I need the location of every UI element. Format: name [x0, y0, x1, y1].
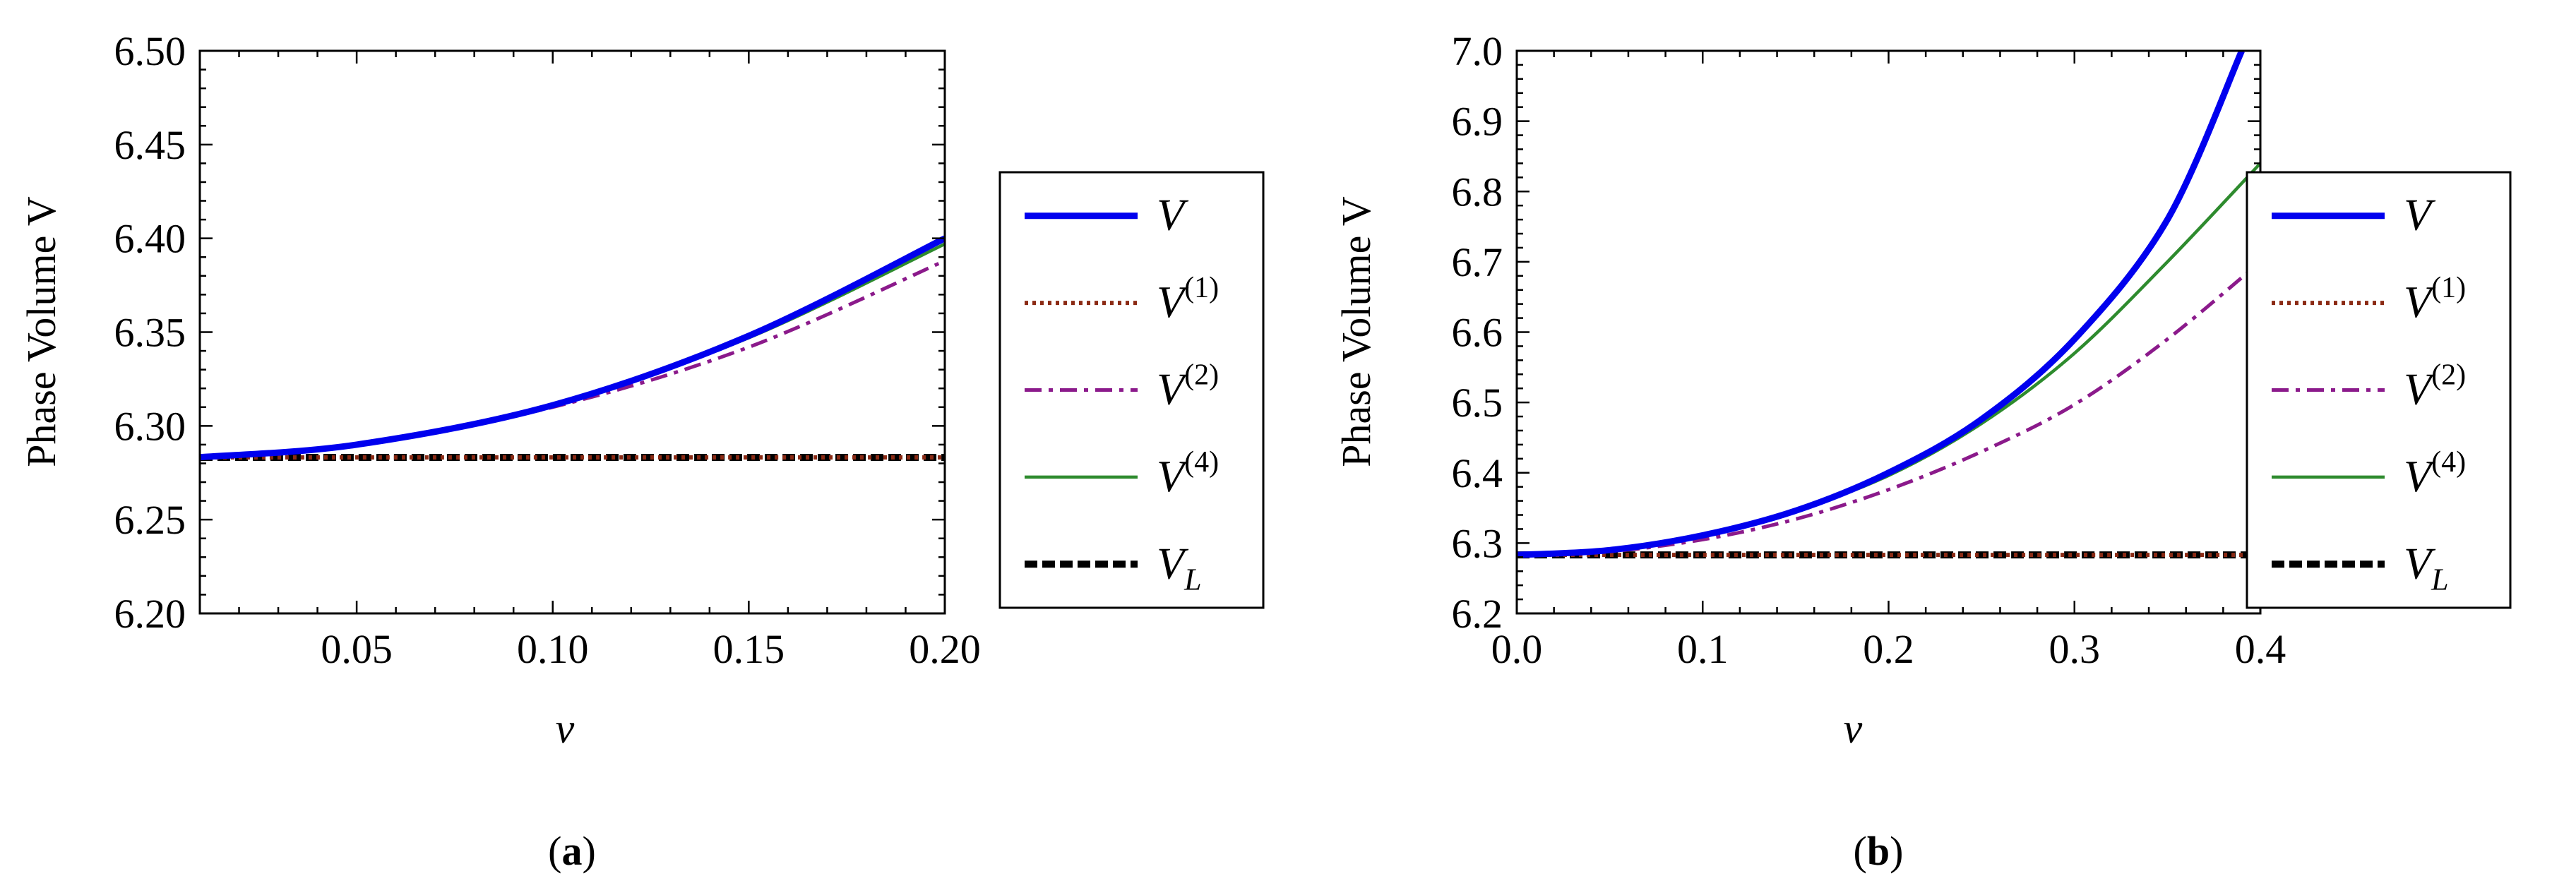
legend-label-V2: V(2) — [1157, 359, 1219, 414]
chart-panel-a: 0.05 0.10 0.15 0.20 6.20 6.25 6.30 6.35 6.40 6.45… — [18, 28, 1265, 874]
y-tick-label: 6.50 — [114, 28, 186, 74]
caption-b-close: ) — [1890, 828, 1903, 874]
legend-a: V V(1) V(2) V(4) VL — [998, 171, 1265, 609]
x-tick-label: 0.15 — [713, 626, 785, 672]
series-line-V4-a — [200, 242, 945, 459]
series-line-V-b — [1517, 51, 2245, 558]
series-line-V2-b — [1517, 260, 2260, 557]
x-tick-label: 0.0 — [1491, 626, 1543, 672]
legend-label-V: V — [2404, 190, 2436, 240]
y-tick-label: 6.5 — [1452, 380, 1503, 426]
caption-a-open: ( — [548, 828, 561, 874]
legend-label-VL: VL — [2404, 538, 2449, 596]
y-tick-label: 6.40 — [114, 216, 186, 262]
plot-frame-a — [198, 49, 946, 615]
x-tick-label: 0.10 — [517, 626, 589, 672]
y-tick-label: 6.6 — [1452, 310, 1503, 356]
x-tick-label: 0.2 — [1863, 626, 1914, 672]
x-tick-label: 0.4 — [2235, 626, 2286, 672]
caption-b-letter: b — [1867, 828, 1890, 874]
caption-a-letter: a — [562, 828, 583, 874]
ticks-b: 0.0 0.1 0.2 0.3 0.4 6.2 6.3 6.4 6.5 6.6 6.7 6.8 6.9 7… — [1452, 28, 2286, 672]
y-tick-label: 6.7 — [1452, 239, 1503, 285]
x-tick-label: 0.20 — [909, 626, 981, 672]
series-group-b — [1517, 51, 2260, 559]
legend-label-V4: V(4) — [2404, 446, 2466, 501]
y-tick-label: 6.30 — [114, 403, 186, 449]
legend-label-V1: V(1) — [1157, 272, 1219, 327]
series-line-V2-a — [200, 259, 945, 460]
plot-area-a — [200, 235, 945, 462]
plot-area-b — [1517, 51, 2260, 559]
legend-label-VL: VL — [1157, 538, 1202, 596]
legend-items-b: V V(1) V(2) V(4) VL — [2272, 190, 2466, 596]
series-line-V4-b — [1517, 162, 2260, 557]
x-axis-label-b: ν — [1844, 705, 1863, 752]
x-tick-label: 0.3 — [2049, 626, 2101, 672]
y-tick-label: 6.20 — [114, 591, 186, 637]
legend-items-a: V V(1) V(2) V(4) VL — [1025, 190, 1219, 596]
caption-a-close: ) — [583, 828, 596, 874]
chart-panel-b: 0.0 0.1 0.2 0.3 0.4 6.2 6.3 6.4 6.5 6.6 6.7 6.8 6.9 7… — [1333, 28, 2512, 874]
y-axis-label-a: Phase Volume V — [18, 196, 64, 467]
ticks-a: 0.05 0.10 0.15 0.20 6.20 6.25 6.30 6.35 6.40 6.45… — [114, 28, 981, 672]
legend-label-V1: V(1) — [2404, 272, 2466, 327]
legend-label-V4: V(4) — [1157, 446, 1219, 501]
y-tick-label: 6.3 — [1452, 520, 1503, 566]
y-tick-label: 6.4 — [1452, 450, 1503, 496]
series-group-a — [200, 235, 945, 462]
legend-label-V2: V(2) — [2404, 359, 2466, 414]
plot-frame-b — [1515, 49, 2262, 615]
y-tick-label: 6.35 — [114, 310, 186, 356]
legend-label-V: V — [1157, 190, 1189, 240]
y-tick-label: 6.9 — [1452, 99, 1503, 145]
y-tick-label: 7.0 — [1452, 28, 1503, 74]
y-tick-label: 6.8 — [1452, 169, 1503, 215]
y-tick-label: 6.2 — [1452, 591, 1503, 637]
x-axis-label-a: ν — [556, 705, 575, 752]
series-line-V-a — [200, 235, 945, 461]
caption-a: (a) — [548, 828, 596, 874]
x-tick-label: 0.05 — [321, 626, 393, 672]
y-tick-label: 6.45 — [114, 122, 186, 168]
caption-b: (b) — [1854, 828, 1904, 874]
y-tick-label: 6.25 — [114, 497, 186, 543]
caption-b-open: ( — [1854, 828, 1867, 874]
legend-b: V V(1) V(2) V(4) VL — [2246, 171, 2512, 609]
y-axis-label-b: Phase Volume V — [1333, 196, 1379, 467]
x-tick-label: 0.1 — [1677, 626, 1729, 672]
